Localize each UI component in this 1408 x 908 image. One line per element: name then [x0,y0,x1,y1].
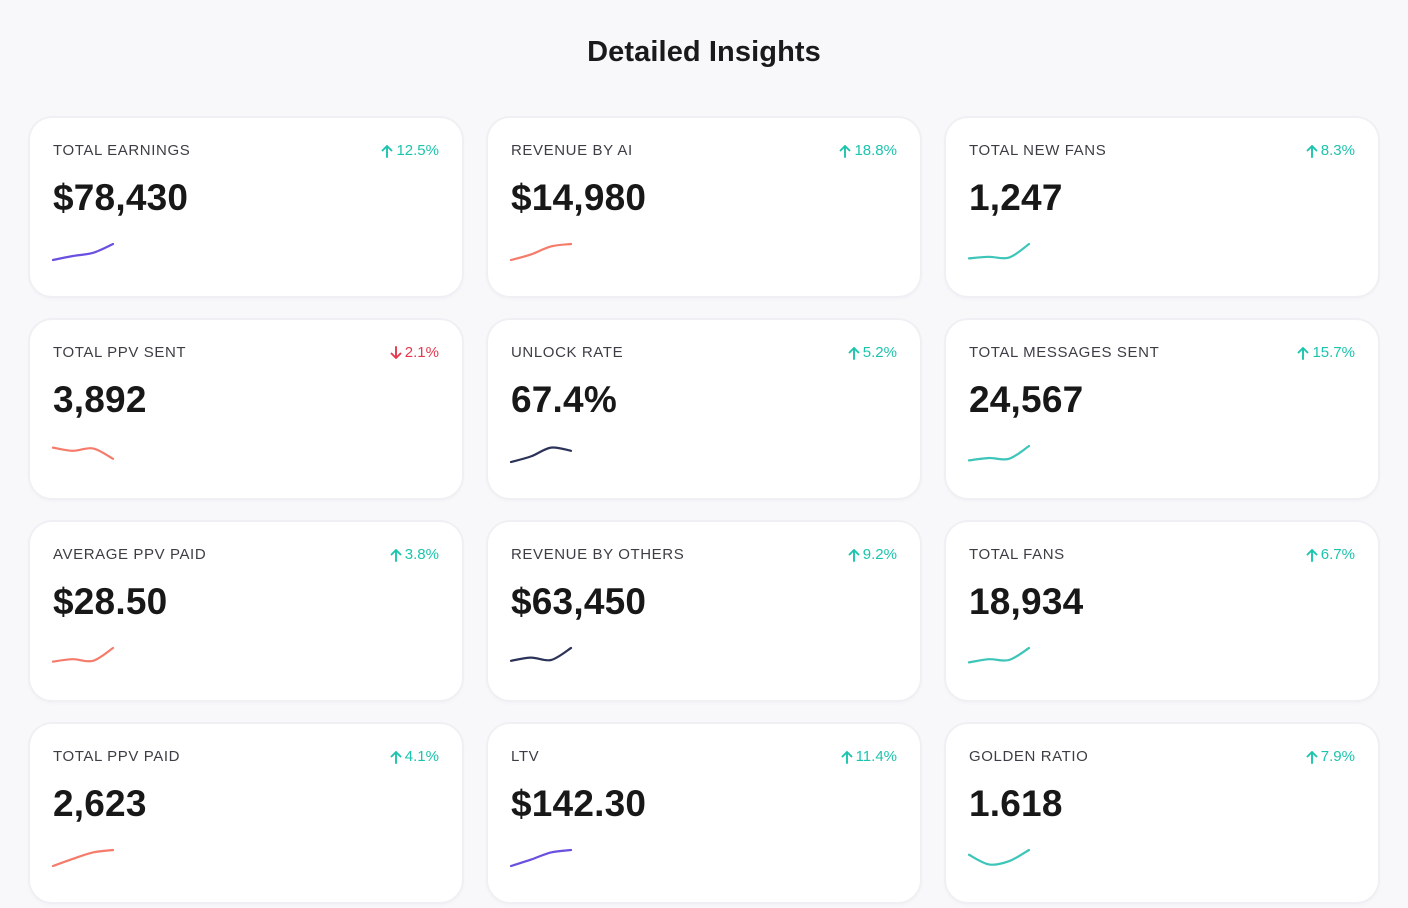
arrow-up-icon [1297,346,1309,360]
trend-value: 18.8% [854,142,897,159]
arrow-up-icon [848,548,860,562]
sparkline-path [968,646,1031,664]
trend-value: 5.2% [862,344,897,361]
metric-card-golden-ratio[interactable]: GOLDEN RATIO 7.9% 1.618 [946,724,1378,902]
sparkline [52,242,115,262]
page-title: Detailed Insights [587,36,821,68]
metric-value: 18,934 [969,581,1084,622]
trend-badge: 2.1% [390,344,439,361]
metric-card-revenue-by-ai[interactable]: REVENUE BY AI 18.8% $14,980 [488,118,920,296]
trend-value: 2.1% [404,344,439,361]
metric-value: 2,623 [53,783,147,824]
trend-badge: 8.3% [1306,142,1355,159]
metric-label: REVENUE BY AI [511,142,633,159]
trend-value: 11.4% [855,748,897,765]
trend-badge: 7.9% [1306,748,1355,765]
arrow-up-icon [390,548,402,562]
metric-label: GOLDEN RATIO [969,748,1089,765]
trend-value: 15.7% [1312,344,1355,361]
metric-label: TOTAL PPV SENT [53,344,187,361]
sparkline-path [968,242,1031,260]
metric-value: $63,450 [511,581,647,622]
metric-label: TOTAL EARNINGS [53,142,191,159]
sparkline [510,848,573,868]
sparkline-path [510,446,573,464]
metric-card-ltv[interactable]: LTV 11.4% $142.30 [488,724,920,902]
metric-card-average-ppv-paid[interactable]: AVERAGE PPV PAID 3.8% $28.50 [30,522,462,700]
arrow-up-icon [1306,548,1318,562]
sparkline [968,444,1031,462]
sparkline-path [510,646,573,662]
trend-value: 7.9% [1320,748,1355,765]
trend-value: 6.7% [1320,546,1355,563]
arrow-up-icon [390,750,402,764]
metric-value: $78,430 [53,177,189,218]
trend-badge: 4.1% [390,748,439,765]
metric-value: 24,567 [969,379,1084,420]
trend-badge: 12.5% [381,142,439,159]
metric-value: 1,247 [969,177,1063,218]
trend-value: 4.1% [404,748,439,765]
trend-value: 12.5% [396,142,439,159]
sparkline [510,646,573,662]
trend-badge: 5.2% [848,344,897,361]
metric-label: LTV [511,748,540,765]
sparkline-path [510,242,573,262]
metric-label: TOTAL MESSAGES SENT [969,344,1160,361]
metric-label: TOTAL PPV PAID [53,748,181,765]
trend-badge: 18.8% [839,142,897,159]
insights-grid: TOTAL EARNINGS 12.5% $78,430 REVENUE BY … [30,118,1378,902]
trend-badge: 9.2% [848,546,897,563]
arrow-up-icon [1306,750,1318,764]
metric-card-total-messages-sent[interactable]: TOTAL MESSAGES SENT 15.7% 24,567 [946,320,1378,498]
trend-badge: 15.7% [1297,344,1355,361]
sparkline-path [510,848,573,868]
metric-value: 67.4% [511,379,617,420]
sparkline [52,446,115,460]
arrow-up-icon [839,144,851,158]
sparkline-path [52,446,115,460]
metric-label: REVENUE BY OTHERS [511,546,685,563]
sparkline [510,242,573,262]
metric-card-total-earnings[interactable]: TOTAL EARNINGS 12.5% $78,430 [30,118,462,296]
arrow-down-icon [390,345,402,360]
metric-value: $142.30 [511,783,647,824]
trend-value: 9.2% [862,546,897,563]
metric-value: $14,980 [511,177,647,218]
sparkline [52,848,115,868]
metric-label: UNLOCK RATE [511,344,624,361]
trend-badge: 3.8% [390,546,439,563]
trend-value: 8.3% [1320,142,1355,159]
sparkline [968,848,1031,866]
metric-card-total-ppv-paid[interactable]: TOTAL PPV PAID 4.1% 2,623 [30,724,462,902]
metric-value: 1.618 [969,783,1063,824]
sparkline-path [968,848,1031,866]
trend-badge: 6.7% [1306,546,1355,563]
sparkline-path [52,848,115,868]
trend-value: 3.8% [404,546,439,563]
arrow-up-icon [848,346,860,360]
metric-card-unlock-rate[interactable]: UNLOCK RATE 5.2% 67.4% [488,320,920,498]
arrow-up-icon [381,144,393,158]
sparkline-path [52,242,115,262]
sparkline-path [968,444,1031,462]
metric-card-total-ppv-sent[interactable]: TOTAL PPV SENT 2.1% 3,892 [30,320,462,498]
metric-label: TOTAL FANS [969,546,1065,563]
trend-badge: 11.4% [841,748,897,765]
arrow-up-icon [841,750,853,764]
metric-label: TOTAL NEW FANS [969,142,1107,159]
sparkline [968,242,1031,260]
arrow-up-icon [1306,144,1318,158]
sparkline [968,646,1031,664]
metric-value: $28.50 [53,581,168,622]
metric-label: AVERAGE PPV PAID [53,546,207,563]
metric-card-total-new-fans[interactable]: TOTAL NEW FANS 8.3% 1,247 [946,118,1378,296]
sparkline [52,646,115,663]
sparkline [510,446,573,464]
metric-value: 3,892 [53,379,147,420]
metric-card-revenue-by-others[interactable]: REVENUE BY OTHERS 9.2% $63,450 [488,522,920,700]
metric-card-total-fans[interactable]: TOTAL FANS 6.7% 18,934 [946,522,1378,700]
sparkline-path [52,646,115,663]
